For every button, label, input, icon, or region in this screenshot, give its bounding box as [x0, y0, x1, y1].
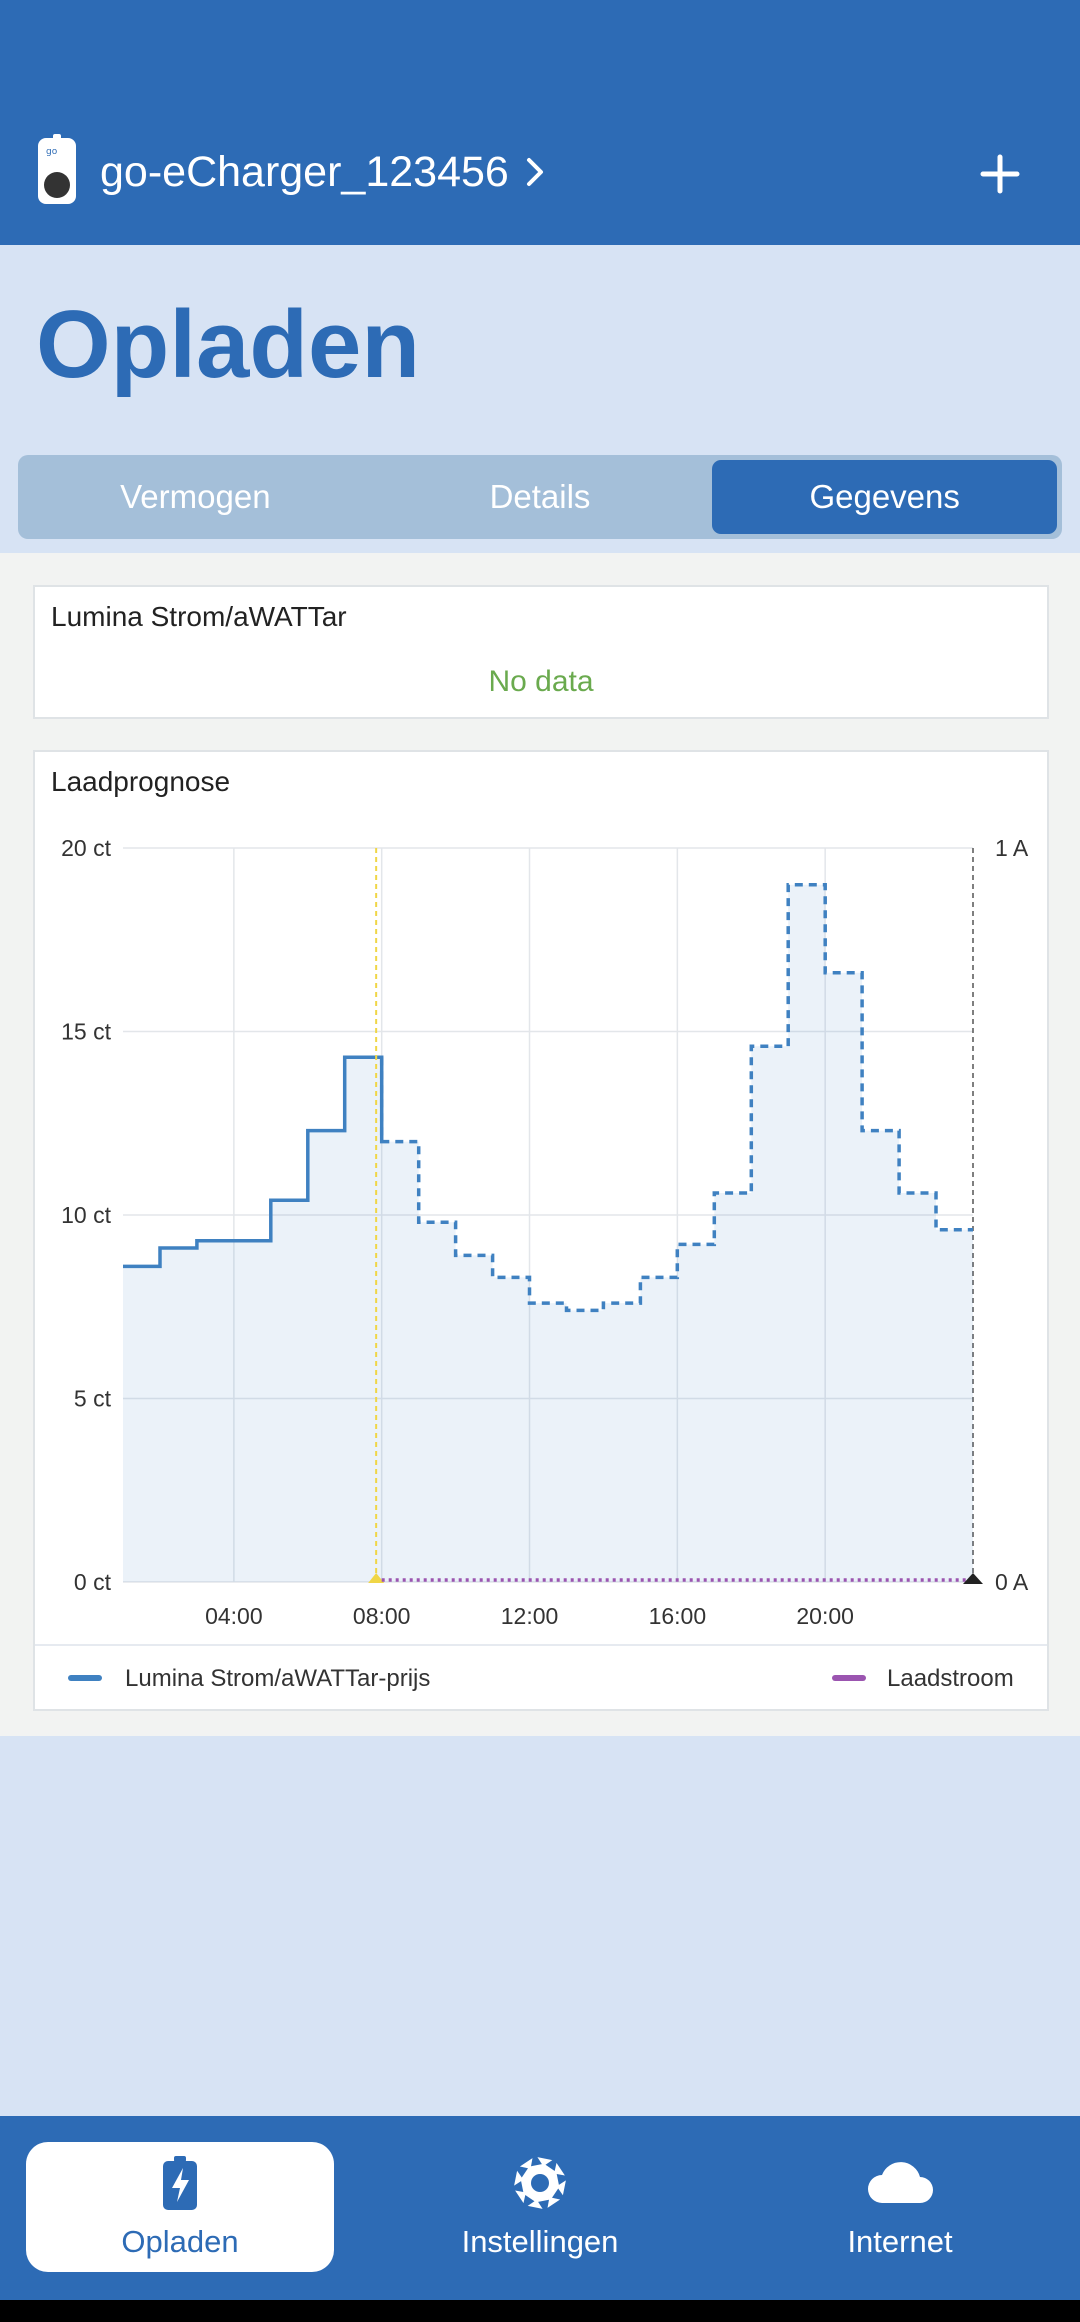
- add-device-button[interactable]: [964, 140, 1036, 212]
- top-app-bar: go go-eCharger_123456: [0, 0, 1080, 245]
- y-tick-label-left: 10 ct: [61, 1202, 111, 1228]
- gear-icon: [512, 2154, 568, 2212]
- legend-label-charge-current: Laadstroom: [887, 1665, 1014, 1692]
- tab-vermogen[interactable]: Vermogen: [120, 478, 271, 515]
- forecast-card-title: Laadprognose: [51, 766, 231, 797]
- nav-label-internet: Internet: [847, 2224, 953, 2259]
- price-series-line-forecast: [379, 882, 973, 1313]
- forecast-card: Laadprognose 0 ct 5 ct 10 ct 15 ct 20 ct 04:0…: [33, 750, 1049, 1711]
- current-time-marker: [368, 1573, 385, 1583]
- nav-opladen[interactable]: Opladen: [26, 2142, 334, 2272]
- nav-internet[interactable]: Internet: [746, 2142, 1054, 2272]
- battery-bolt-icon: [163, 2154, 197, 2212]
- x-tick-label: 12:00: [501, 1603, 559, 1629]
- nav-label-instellingen: Instellingen: [461, 2224, 619, 2259]
- price-area-fill: [123, 884, 973, 1582]
- nav-label-opladen: Opladen: [121, 2224, 239, 2259]
- nav-instellingen[interactable]: Instellingen: [386, 2142, 694, 2272]
- forecast-chart: 0 ct 5 ct 10 ct 15 ct 20 ct 04:00 08:00 12:00 16…: [35, 835, 1047, 1692]
- x-tick-label: 20:00: [796, 1603, 854, 1629]
- legend-label-price: Lumina Strom/aWATTar-prijs: [125, 1665, 430, 1692]
- tab-gegevens[interactable]: Gegevens: [712, 460, 1058, 534]
- x-tick-label: 04:00: [205, 1603, 263, 1629]
- bottom-navigation: Opladen Instellingen Internet: [0, 2116, 1080, 2300]
- device-name: go-eCharger_123456: [100, 147, 509, 196]
- price-card-title: Lumina Strom/aWATTar: [51, 601, 347, 632]
- chevron-right-icon: [525, 157, 545, 187]
- x-tick-label: 08:00: [353, 1603, 411, 1629]
- system-nav-bar: [0, 2300, 1080, 2322]
- y-tick-label-left: 15 ct: [61, 1019, 111, 1045]
- y-tick-label-right: 1 A: [995, 835, 1029, 861]
- y-tick-label-left: 0 ct: [74, 1569, 112, 1595]
- price-card: Lumina Strom/aWATTar No data: [33, 585, 1049, 719]
- data-panel: Lumina Strom/aWATTar No data Laadprognos…: [0, 553, 1080, 1736]
- y-tick-label-left: 5 ct: [74, 1386, 112, 1412]
- y-tick-label-left: 20 ct: [61, 835, 111, 861]
- segmented-tabs: Vermogen Details Gegevens: [18, 455, 1062, 539]
- svg-text:go: go: [46, 147, 58, 157]
- charger-icon: go: [36, 133, 78, 211]
- price-series-line-past: [123, 1055, 384, 1269]
- plus-icon: [980, 154, 1020, 199]
- y-tick-label-right: 0 A: [995, 1569, 1029, 1595]
- x-tick-label: 16:00: [649, 1603, 707, 1629]
- tab-details[interactable]: Details: [489, 478, 591, 515]
- page-title: Opladen: [36, 291, 421, 398]
- device-selector[interactable]: go go-eCharger_123456: [36, 133, 545, 211]
- end-marker: [963, 1573, 983, 1584]
- no-data-message: No data: [488, 665, 594, 698]
- cloud-icon: [866, 2154, 934, 2212]
